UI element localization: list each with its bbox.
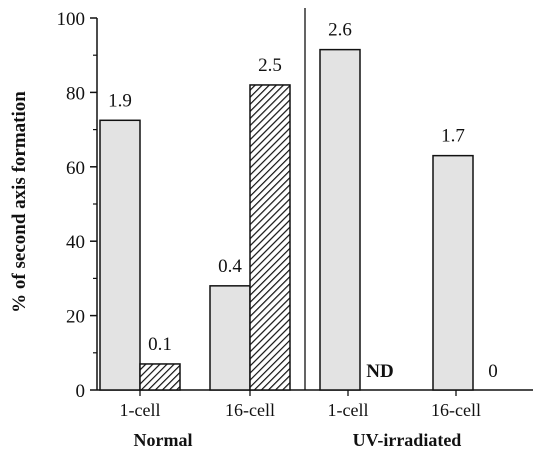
y-tick-label: 20 xyxy=(66,307,85,328)
y-tick-label: 60 xyxy=(66,158,85,179)
y-axis-label: % of second axis formation xyxy=(9,91,30,313)
x-tick-label: 16-cell xyxy=(431,400,481,420)
x-tick-label: 1-cell xyxy=(328,400,369,420)
bar-value-label: ND xyxy=(366,361,393,382)
y-tick-label: 100 xyxy=(57,9,86,30)
bar-value-label: 1.7 xyxy=(441,126,465,147)
bar-value-label: 2.5 xyxy=(258,55,282,76)
bar-value-label: 0.1 xyxy=(148,334,172,355)
bars-layer xyxy=(99,48,474,391)
group-label: UV-irradiated xyxy=(353,430,462,450)
bar-value-label: 2.6 xyxy=(328,20,352,41)
bar-value-label: 1.9 xyxy=(108,90,132,111)
group-label: Normal xyxy=(134,430,193,450)
x-tick-label: 16-cell xyxy=(225,400,275,420)
bar-value-label: 0 xyxy=(488,361,498,382)
y-tick-label: 0 xyxy=(76,381,86,402)
bar-hatched xyxy=(139,363,181,391)
bar-plain xyxy=(432,154,474,391)
labels-layer: 0 20 40 60 80 100 1-cell 1.9 0.1 16-cell 0.4 2.5 Nor… xyxy=(57,9,498,450)
y-tick-label: 40 xyxy=(66,232,85,253)
bar-value-label: 0.4 xyxy=(218,256,242,277)
x-tick-label: 1-cell xyxy=(120,400,161,420)
bar-plain xyxy=(209,285,251,391)
bar-hatched xyxy=(249,84,291,391)
bar-plain xyxy=(99,119,141,391)
y-tick-label: 80 xyxy=(66,83,85,104)
bar-plain xyxy=(319,48,361,391)
